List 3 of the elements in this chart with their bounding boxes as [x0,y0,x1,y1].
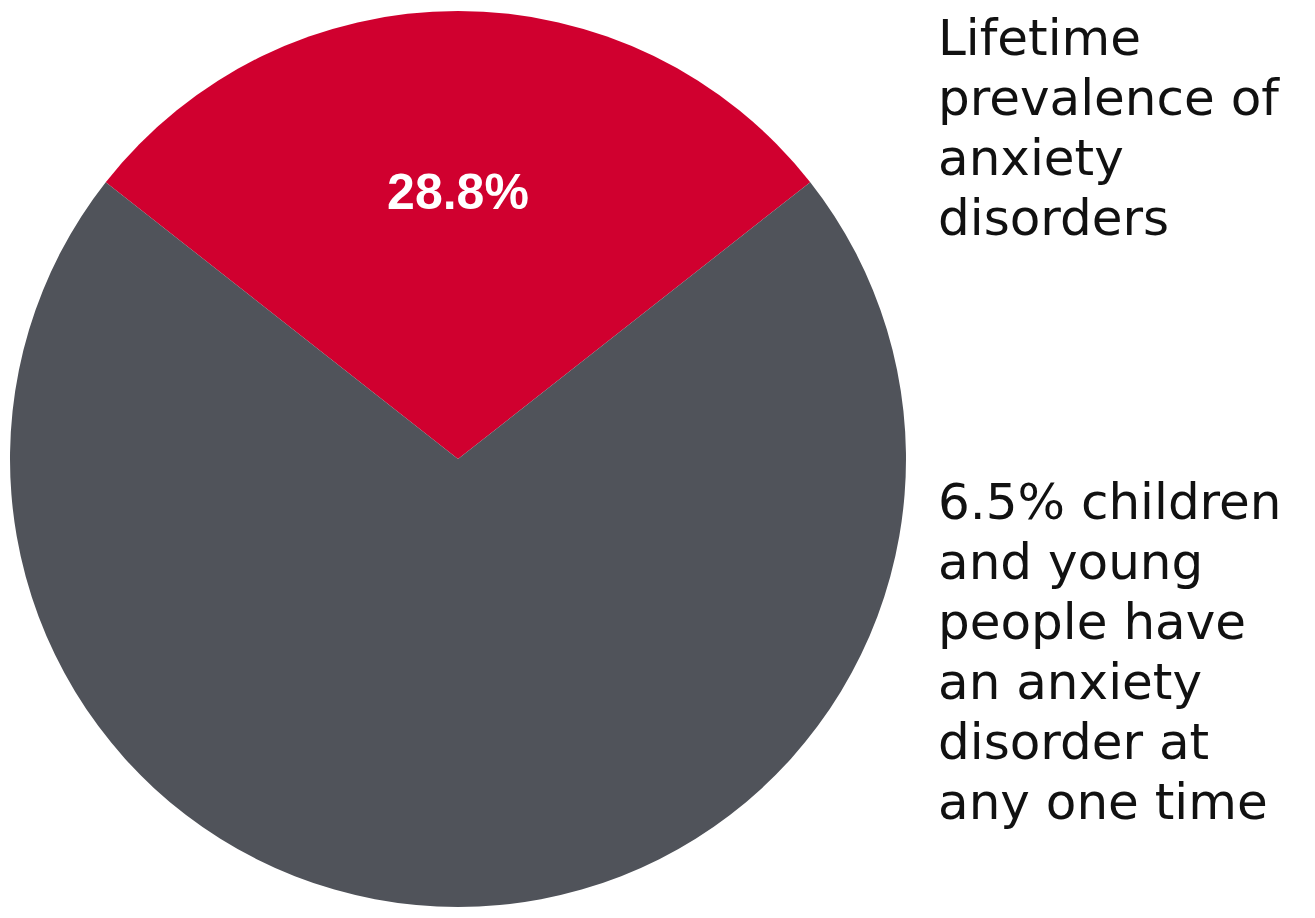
text: 6.5% children and young people have an anxiety disorder at any one time [938,473,1298,831]
data-label: 28.8% [387,164,529,220]
text: Lifetime prevalence of anxiety disorders [938,9,1295,247]
